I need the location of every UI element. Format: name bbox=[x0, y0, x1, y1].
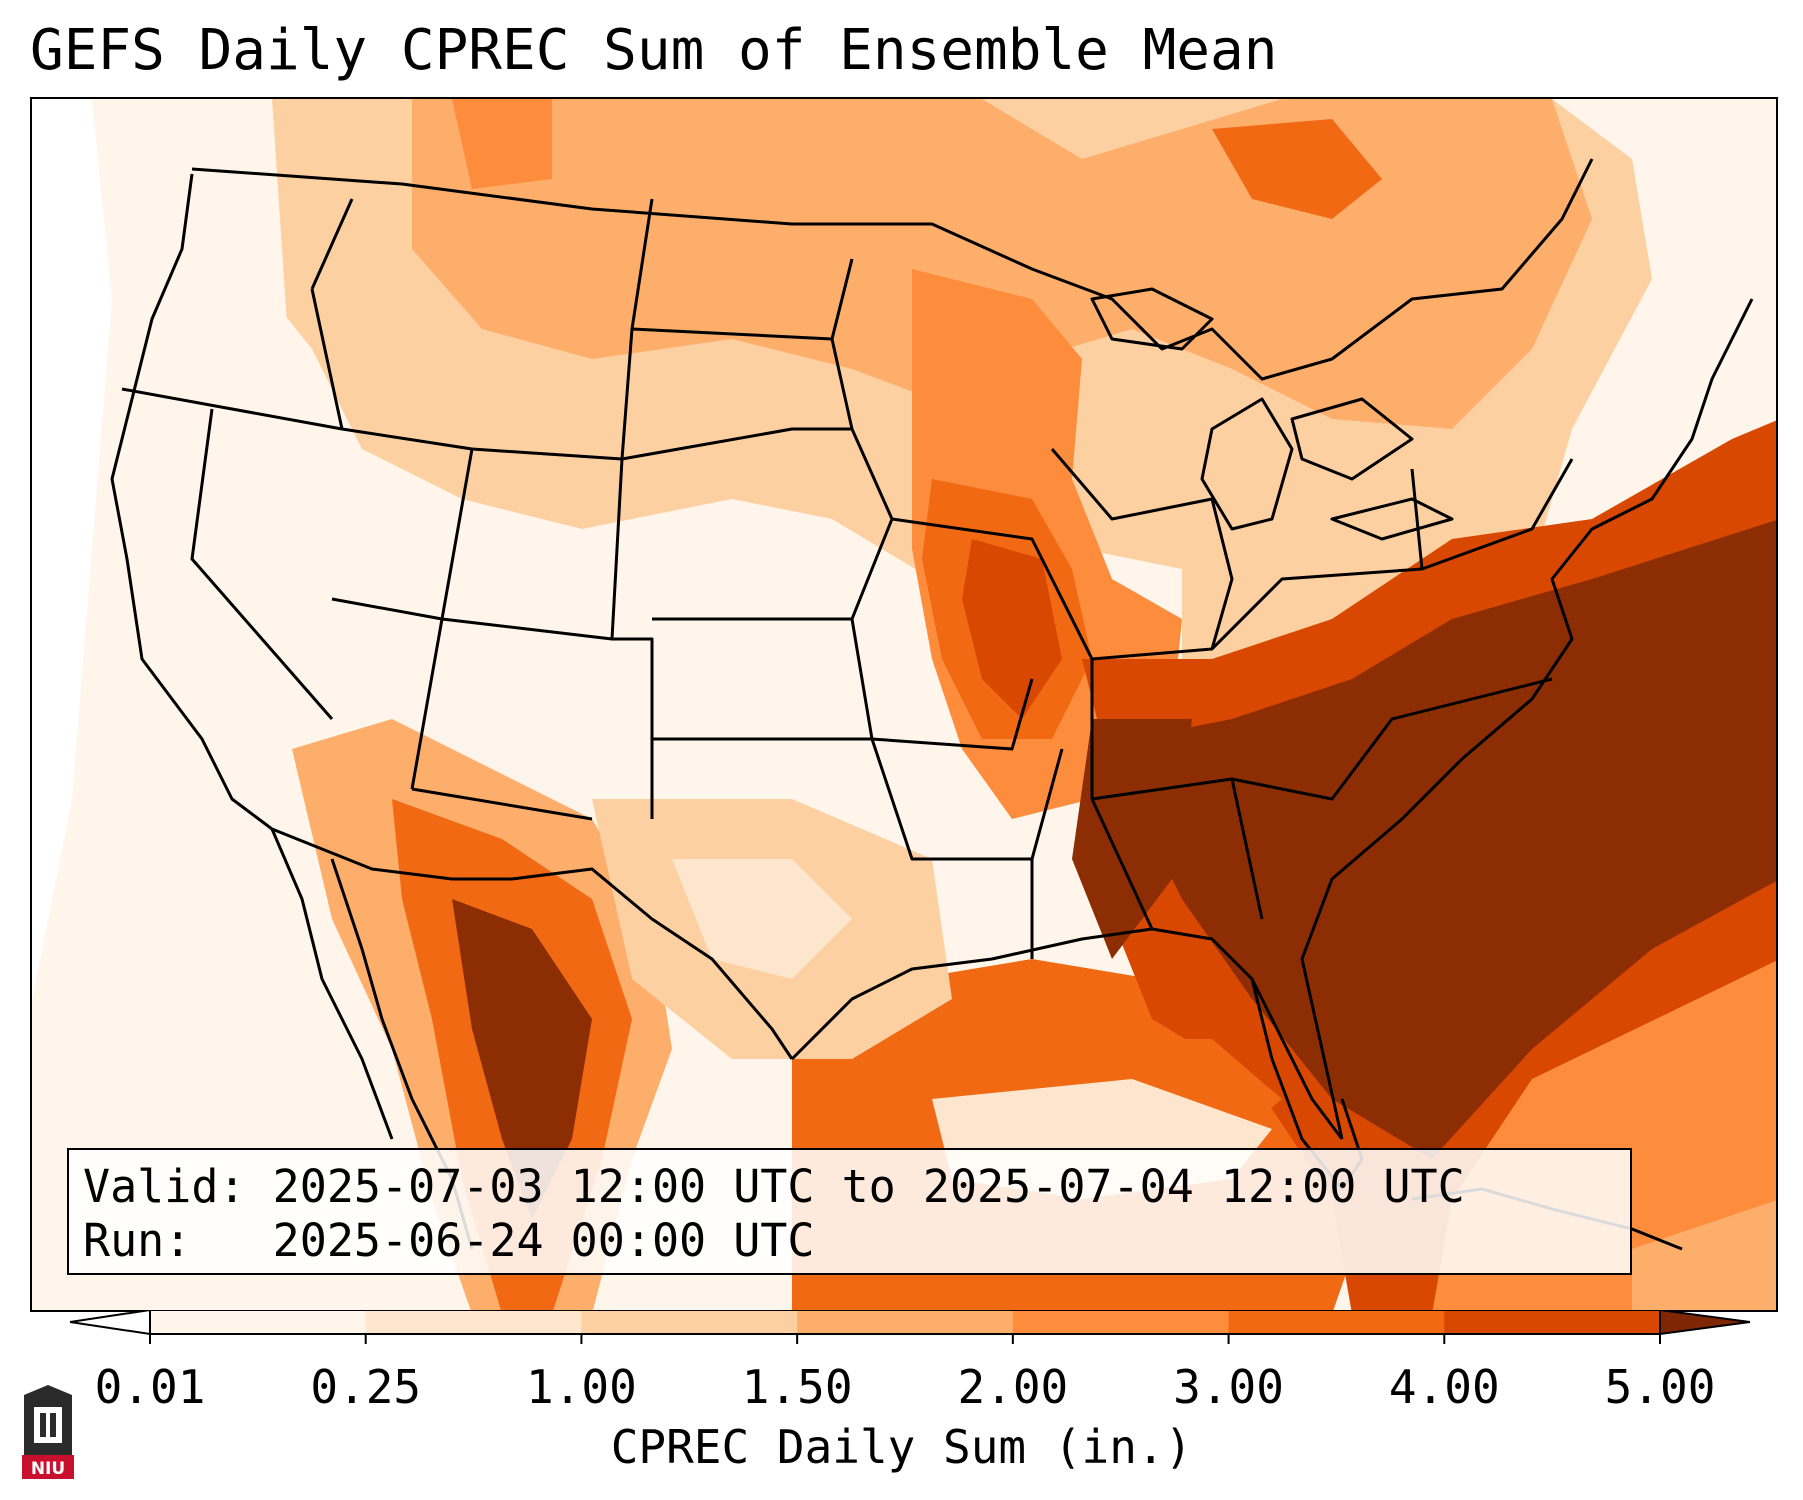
colorbar bbox=[70, 1310, 1750, 1344]
colorbar-segment bbox=[1012, 1310, 1230, 1334]
colorbar-tick-label: 1.00 bbox=[526, 1360, 637, 1414]
run-time-text: Run: 2025-06-24 00:00 UTC bbox=[83, 1214, 815, 1267]
info-box: Valid: 2025-07-03 12:00 UTC to 2025-07-0… bbox=[67, 1148, 1632, 1275]
colorbar-label: CPREC Daily Sum (in.) bbox=[610, 1420, 1193, 1474]
precip-map bbox=[30, 97, 1778, 1312]
colorbar-tick-label: 1.50 bbox=[741, 1360, 853, 1414]
colorbar-over-arrow bbox=[1659, 1310, 1750, 1336]
logo-text: NIU bbox=[31, 1459, 65, 1479]
colorbar-segment bbox=[1444, 1310, 1661, 1334]
valid-time-text: Valid: 2025-07-03 12:00 UTC to 2025-07-0… bbox=[83, 1160, 1465, 1213]
colorbar-tick-label: 5.00 bbox=[1604, 1360, 1716, 1414]
colorbar-segment bbox=[1228, 1310, 1445, 1334]
colorbar-tick-label: 0.01 bbox=[94, 1360, 206, 1414]
colorbar-segment bbox=[797, 1310, 1014, 1334]
colorbar-segment bbox=[150, 1310, 367, 1334]
colorbar-segment bbox=[365, 1310, 582, 1334]
map-title: GEFS Daily CPREC Sum of Ensemble Mean bbox=[30, 18, 1278, 83]
colorbar-tick-label: 2.00 bbox=[957, 1360, 1069, 1414]
colorbar-tick-label: 0.25 bbox=[310, 1360, 422, 1414]
colorbar-outline bbox=[149, 1310, 1661, 1335]
colorbar-tick-label: 3.00 bbox=[1173, 1360, 1284, 1414]
niu-logo: NIU bbox=[22, 1385, 74, 1479]
colorbar-under-arrow bbox=[70, 1310, 151, 1336]
colorbar-tick-label: 4.00 bbox=[1388, 1360, 1500, 1414]
colorbar-segment bbox=[581, 1310, 798, 1334]
